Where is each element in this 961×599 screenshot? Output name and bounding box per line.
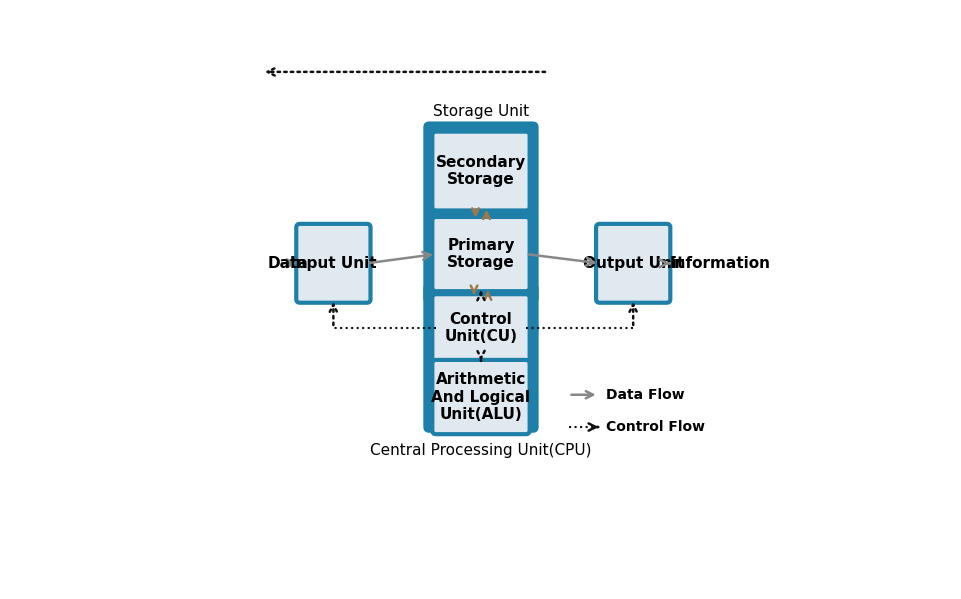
Text: Data Flow: Data Flow [605,388,684,402]
FancyBboxPatch shape [296,224,371,302]
FancyBboxPatch shape [426,285,536,431]
Text: Control
Unit(CU): Control Unit(CU) [445,311,517,344]
Text: Central Processing Unit(CPU): Central Processing Unit(CPU) [370,443,592,458]
Text: Arithmetic
And Logical
Unit(ALU): Arithmetic And Logical Unit(ALU) [431,372,530,422]
FancyBboxPatch shape [432,217,530,291]
FancyBboxPatch shape [432,360,530,434]
FancyBboxPatch shape [432,294,530,362]
Text: Data: Data [267,256,308,271]
Text: Input Unit: Input Unit [290,256,377,271]
FancyBboxPatch shape [432,132,530,210]
FancyBboxPatch shape [596,224,671,302]
Text: Secondary
Storage: Secondary Storage [436,155,526,187]
Text: Control Flow: Control Flow [605,420,704,434]
Text: Output Unit: Output Unit [582,256,684,271]
Text: Storage Unit: Storage Unit [432,104,530,119]
Text: Information: Information [670,256,771,271]
Text: Primary
Storage: Primary Storage [447,238,515,270]
FancyBboxPatch shape [426,123,536,301]
